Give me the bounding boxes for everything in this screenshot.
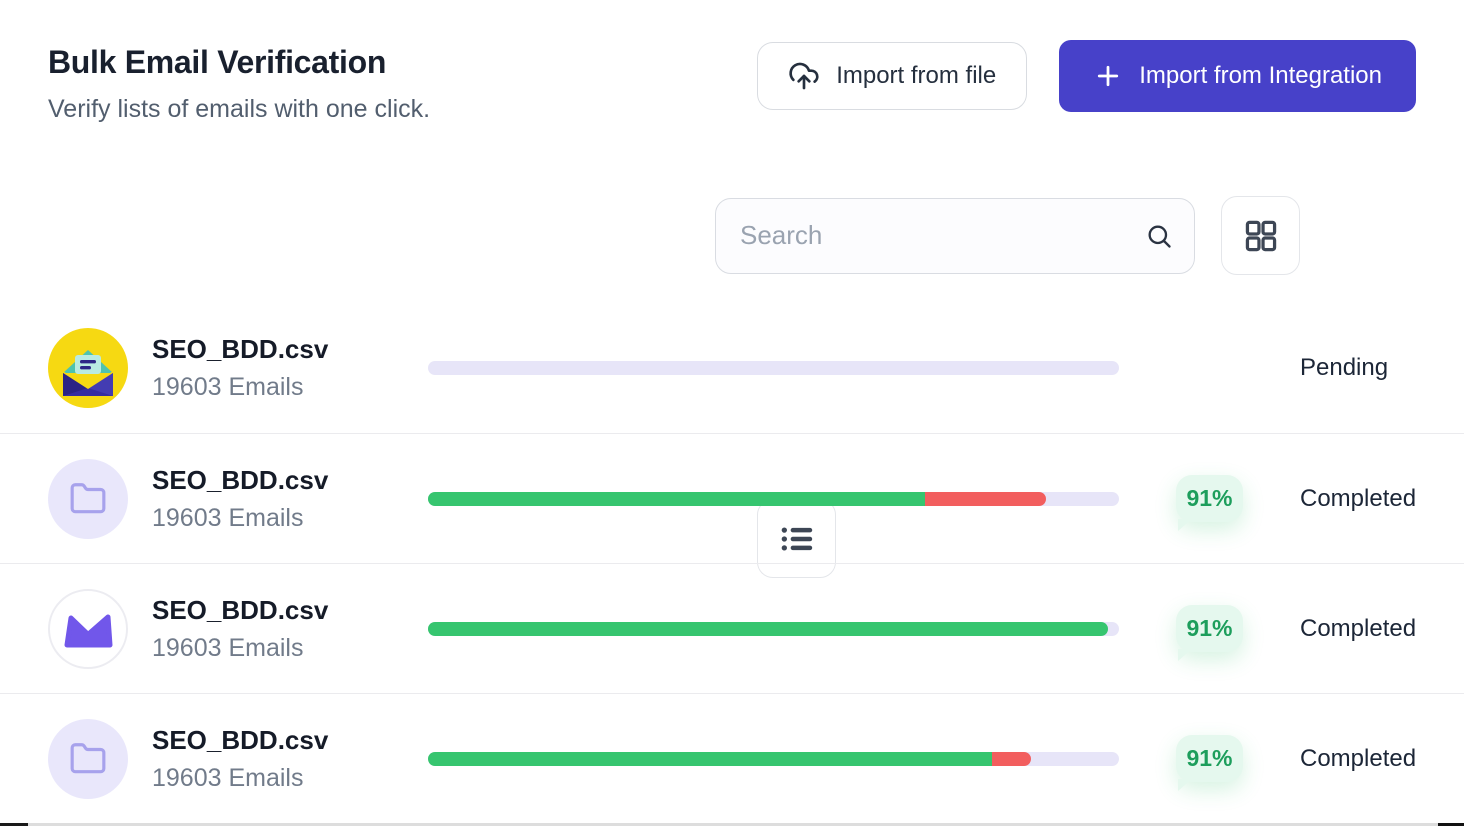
page-header: Bulk Email Verification Verify lists of …: [48, 44, 430, 124]
file-avatar: [48, 328, 128, 408]
file-avatar: [48, 588, 128, 669]
grid-view-icon: [1242, 217, 1280, 255]
verification-list: SEO_BDD.csv 19603 Emails Pending: [0, 303, 1464, 823]
progress-red-segment: [924, 491, 1046, 506]
file-info: SEO_BDD.csv 19603 Emails: [152, 465, 428, 533]
import-from-integration-label: Import from Integration: [1139, 62, 1382, 89]
search-box: [715, 197, 1195, 274]
progress-bar: [428, 751, 1119, 766]
bottom-divider: [0, 823, 1464, 826]
percent-badge: 91%: [1176, 735, 1243, 791]
plus-icon: [1093, 61, 1123, 91]
status-label: Completed: [1300, 484, 1417, 512]
page-title: Bulk Email Verification: [48, 44, 387, 80]
file-row[interactable]: SEO_BDD.csv 19603 Emails 91% Completed: [0, 563, 1464, 693]
file-name: SEO_BDD.csv: [152, 464, 329, 495]
percent-badge: 91%: [1176, 475, 1243, 531]
file-avatar: [48, 718, 128, 799]
file-info: SEO_BDD.csv 19603 Emails: [152, 725, 428, 793]
email-count: 19603 Emails: [152, 503, 304, 532]
file-row[interactable]: SEO_BDD.csv 19603 Emails Pending: [0, 303, 1464, 433]
mail-brand-icon: [48, 588, 128, 669]
email-count: 19603 Emails: [152, 373, 304, 401]
progress-red-segment: [991, 751, 1032, 766]
status-label: Pending: [1300, 354, 1389, 381]
file-row[interactable]: SEO_BDD.csv 19603 Emails 91% Completed: [0, 693, 1464, 823]
email-count: 19603 Emails: [152, 763, 304, 792]
progress-bar: [428, 491, 1119, 506]
file-name: SEO_BDD.csv: [152, 594, 329, 625]
percent-column: 91%: [1119, 475, 1300, 531]
folder-icon: [69, 480, 107, 518]
email-count: 19603 Emails: [152, 633, 304, 662]
percent-column: [1119, 345, 1300, 392]
import-from-file-button[interactable]: Import from file: [757, 42, 1028, 110]
list-toolbar: [715, 196, 1300, 578]
file-info: SEO_BDD.csv 19603 Emails: [152, 595, 428, 663]
open-envelope-icon: [48, 328, 128, 408]
progress-green-segment: [428, 621, 1108, 636]
grid-view-button[interactable]: [1221, 196, 1300, 275]
file-info: SEO_BDD.csv 19603 Emails: [152, 334, 428, 402]
progress-green-segment: [428, 491, 925, 506]
progress-bar: [428, 361, 1119, 375]
percent-badge: 91%: [1176, 605, 1243, 661]
folder-icon: [69, 740, 107, 778]
file-row[interactable]: SEO_BDD.csv 19603 Emails 91% Completed: [0, 433, 1464, 563]
list-view-icon: [778, 520, 816, 558]
percent-column: 91%: [1119, 735, 1300, 791]
cloud-upload-icon: [788, 60, 820, 92]
status-label: Completed: [1300, 744, 1417, 772]
progress-green-segment: [428, 751, 992, 766]
progress-bar: [428, 621, 1119, 636]
file-avatar: [48, 458, 128, 539]
search-icon: [1145, 222, 1173, 255]
status-label: Completed: [1300, 614, 1417, 642]
file-name: SEO_BDD.csv: [152, 724, 329, 755]
import-from-integration-button[interactable]: Import from Integration: [1059, 40, 1416, 112]
header-actions: Import from file Import from Integration: [757, 40, 1416, 112]
search-input[interactable]: [715, 197, 1195, 274]
import-from-file-label: Import from file: [836, 62, 997, 89]
file-name: SEO_BDD.csv: [152, 334, 329, 364]
percent-column: 91%: [1119, 605, 1300, 661]
list-view-button[interactable]: [757, 499, 836, 578]
page-subtitle: Verify lists of emails with one click.: [48, 95, 431, 123]
